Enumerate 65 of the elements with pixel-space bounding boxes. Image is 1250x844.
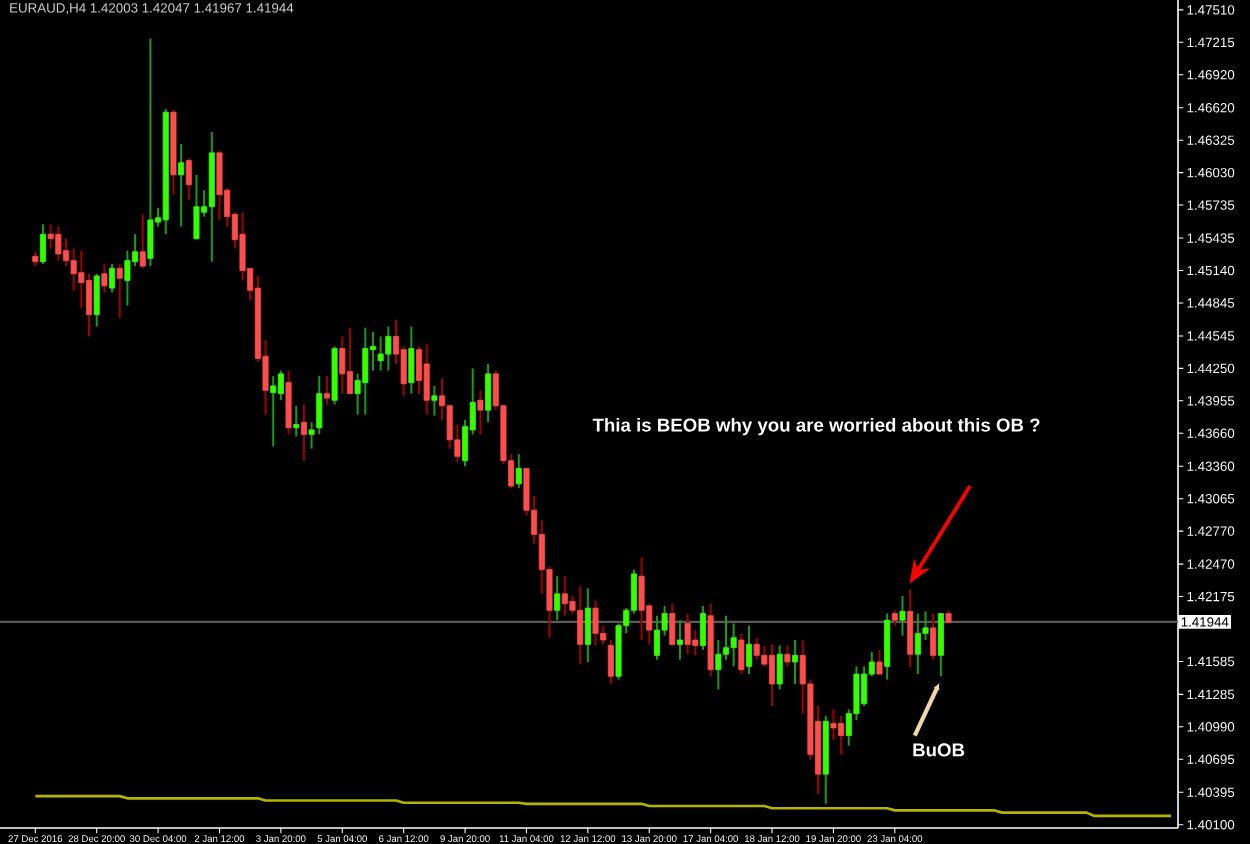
candlestick: [293, 404, 300, 438]
annotation: Thia is BEOB why you are worried about this OB ?: [592, 417, 1040, 436]
candlestick: [193, 173, 200, 241]
candlestick: [377, 335, 384, 372]
candlestick: [937, 612, 944, 678]
candlestick: [423, 343, 430, 416]
candlestick: [838, 714, 845, 756]
candlestick: [792, 638, 799, 685]
candlestick: [270, 375, 277, 448]
candlestick: [477, 389, 484, 436]
candlestick: [339, 335, 346, 395]
candlestick: [699, 604, 706, 651]
candlestick: [769, 643, 776, 707]
candlestick: [101, 262, 108, 294]
candlestick: [431, 384, 438, 417]
candlestick: [178, 143, 185, 228]
candlestick: [914, 612, 921, 676]
candlestick: [684, 612, 691, 656]
candlestick: [416, 345, 423, 395]
candlestick: [738, 632, 745, 676]
candlestick: [776, 644, 783, 691]
candlestick: [385, 325, 392, 372]
candlestick: [139, 213, 146, 270]
candlestick: [584, 587, 591, 663]
candlestick: [408, 325, 415, 395]
candlestick: [607, 638, 614, 685]
candlestick: [753, 636, 760, 661]
candlestick: [730, 622, 737, 668]
candlestick: [185, 157, 192, 202]
candlestick: [784, 644, 791, 668]
candlestick: [485, 362, 492, 424]
candlestick: [653, 614, 660, 661]
candlestick: [561, 575, 568, 617]
candlestick: [676, 619, 683, 661]
candlestick: [62, 237, 70, 268]
candlestick: [109, 262, 116, 294]
candlestick: [216, 149, 223, 221]
candlestick: [830, 708, 837, 742]
candlestick: [116, 262, 123, 319]
candlestick: [147, 37, 154, 268]
candlestick: [93, 272, 100, 328]
candlestick: [876, 648, 883, 676]
candlestick: [362, 326, 369, 416]
candlestick: [285, 369, 292, 436]
candlestick: [592, 599, 599, 647]
candlestick: [86, 272, 93, 338]
candlestick: [669, 602, 676, 647]
candlestick: [907, 588, 914, 669]
candlestick: [515, 453, 522, 490]
candlestick: [884, 612, 891, 681]
candlestick: [277, 369, 284, 402]
candlestick: [47, 223, 54, 250]
candlestick: [861, 665, 868, 707]
candlestick: [55, 225, 62, 262]
annotation: BuOB: [913, 743, 965, 757]
candlestick: [346, 326, 353, 395]
candlestick: [39, 223, 46, 265]
candlestick: [638, 556, 645, 641]
candlestick: [746, 624, 753, 676]
candlestick: [577, 585, 584, 666]
candlestick: [300, 403, 307, 462]
candlestick: [554, 575, 561, 622]
candlestick: [930, 612, 937, 661]
candlestick: [899, 594, 906, 637]
candlestick: [323, 375, 330, 406]
